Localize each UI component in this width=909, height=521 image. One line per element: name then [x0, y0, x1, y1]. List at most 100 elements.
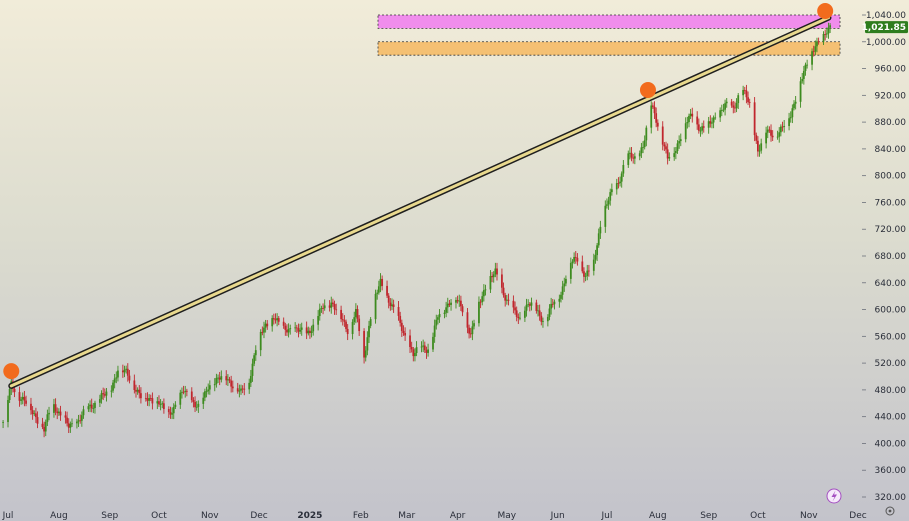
candle-body [540, 315, 543, 322]
candle-body [655, 113, 658, 123]
candle-body [409, 335, 411, 347]
candle-body [771, 135, 774, 138]
candle-body [638, 153, 641, 157]
trendline [9, 16, 830, 388]
candle-body [103, 394, 106, 396]
candle-body [266, 323, 269, 327]
x-tick-label: Nov [800, 511, 818, 521]
candle-body [381, 278, 384, 286]
candle-body [387, 295, 390, 303]
candle-body [630, 152, 633, 158]
candle-body [208, 385, 211, 390]
candle-body [433, 325, 436, 337]
y-tick-label: 520.00 [875, 359, 907, 369]
candle-body [80, 415, 83, 421]
candle-body [791, 108, 794, 118]
candle-body [501, 274, 503, 288]
candle-body [551, 303, 554, 305]
candle-body [297, 328, 300, 332]
candle-body [760, 143, 763, 151]
candle-body [404, 333, 407, 336]
candle-body [799, 81, 802, 102]
y-tick-label: 560.00 [875, 332, 907, 342]
candle-body [619, 181, 621, 184]
candle-body [443, 312, 446, 314]
y-tick-label: 720.00 [875, 225, 907, 235]
candle-body [140, 393, 142, 399]
candle-body [528, 304, 531, 306]
candle-body [674, 151, 677, 154]
candle-body [207, 389, 210, 392]
candle-body [144, 398, 147, 400]
candle-body [824, 34, 827, 35]
candle-body [79, 420, 82, 422]
candle-body [117, 370, 119, 378]
candle-body [307, 330, 310, 334]
candle-body [609, 192, 612, 201]
y-tick-label: 760.00 [875, 198, 907, 208]
candle-body [684, 123, 687, 140]
lightning-icon[interactable] [826, 488, 842, 504]
candle-body [743, 89, 746, 91]
candle-body [343, 320, 346, 322]
candle-body [64, 415, 67, 418]
candle-body [366, 337, 369, 351]
candle-body [422, 345, 425, 347]
x-axis[interactable]: Jul Aug Sep Oct Nov Dec 2025 Feb Mar Apr May Jun Jul… [2, 511, 867, 521]
candle-body [351, 321, 354, 335]
candle-body [730, 101, 733, 106]
axis-settings-icon[interactable] [885, 506, 895, 516]
candle-body [36, 417, 39, 424]
candle-body [148, 398, 151, 401]
candle-body [489, 276, 492, 290]
candle-body [21, 396, 24, 400]
candle-body [519, 317, 521, 319]
candle-body [194, 401, 196, 408]
candle-body [226, 379, 229, 381]
candle-body [169, 412, 172, 415]
trendline-layer[interactable] [8, 14, 832, 389]
candle-body [515, 310, 518, 317]
candle-body [753, 102, 756, 136]
candle-body [565, 278, 567, 284]
candle-body [560, 294, 562, 299]
candle-body [478, 301, 480, 324]
candle-body [110, 390, 113, 392]
candle-body [71, 423, 73, 425]
candle-body [812, 51, 815, 53]
candle-body [432, 336, 434, 350]
candle-body [802, 70, 805, 79]
candle-body [622, 164, 625, 174]
candle-body [459, 300, 462, 307]
candle-body [517, 316, 520, 319]
candle-body [640, 147, 643, 154]
candle-body [89, 404, 91, 407]
candle-body [271, 318, 274, 327]
candle-body [651, 105, 654, 107]
candle-body [676, 143, 679, 152]
x-tick-label: Dec [849, 511, 866, 521]
y-axis[interactable]: 320.00 360.00 400.00 440.00 480.00 520.00 560.… [862, 11, 906, 503]
candle-body [789, 117, 792, 119]
candle-body [402, 330, 405, 334]
candle-body [98, 399, 101, 403]
y-tick-label: 480.00 [875, 386, 907, 396]
candle-body [437, 317, 439, 320]
candle-body [261, 331, 264, 333]
candle-body [310, 331, 313, 334]
candle-body [482, 290, 485, 297]
candle-body [583, 271, 585, 277]
candle-body [48, 412, 50, 415]
candle-body [184, 390, 187, 392]
candle-body [248, 382, 251, 390]
candle-body [90, 404, 93, 409]
y-tick-label: 880.00 [875, 118, 907, 128]
candle-body [94, 402, 96, 408]
marker-3 [817, 2, 834, 19]
candle-body [182, 391, 185, 393]
candle-body [389, 302, 392, 307]
candle-body [82, 409, 85, 416]
candle-body [755, 135, 758, 141]
candle-body [801, 78, 804, 82]
